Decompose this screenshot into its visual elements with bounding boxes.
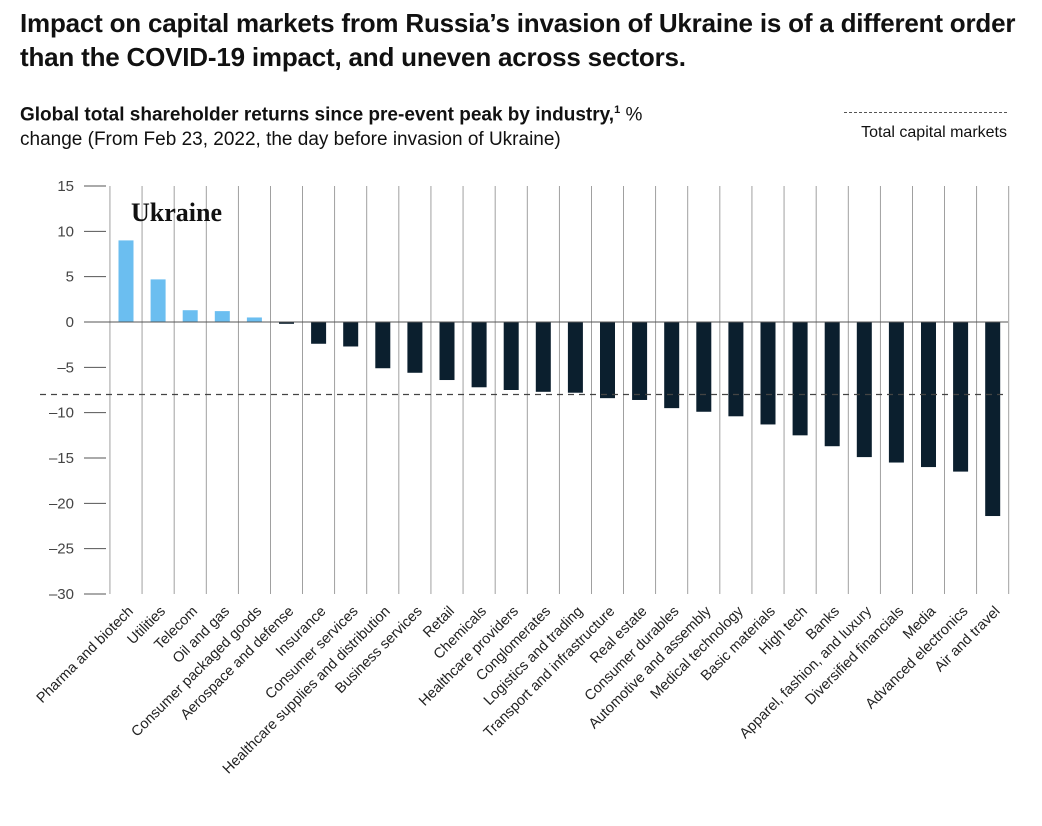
y-tick-label: 10 xyxy=(57,223,74,240)
bar xyxy=(182,310,198,322)
y-tick-label: –25 xyxy=(49,541,74,558)
bar xyxy=(535,322,551,392)
bar xyxy=(214,311,230,322)
y-tick-label: 15 xyxy=(57,178,74,195)
headline: Impact on capital markets from Russia’s … xyxy=(20,8,1016,72)
y-tick-label: –5 xyxy=(57,359,74,376)
bar xyxy=(600,322,615,399)
legend: Total capital markets xyxy=(837,112,1007,142)
legend-dashed-line-swatch xyxy=(844,112,1007,113)
bar xyxy=(407,322,423,373)
subtitle-rest: change (From Feb 23, 2022, the day befor… xyxy=(20,129,561,151)
chart-subtitle: Global total shareholder returns since p… xyxy=(20,98,800,152)
category-label: Pharma and biotech xyxy=(34,604,137,707)
y-tick-label: 5 xyxy=(66,269,74,286)
bar xyxy=(471,322,487,388)
bar xyxy=(118,240,134,322)
bar xyxy=(664,322,680,409)
y-tick-label: –15 xyxy=(49,450,74,467)
y-tick-label: 0 xyxy=(66,314,74,331)
bar xyxy=(246,317,262,322)
bar xyxy=(921,322,936,468)
bar xyxy=(696,322,712,412)
bar xyxy=(567,322,583,393)
bar xyxy=(824,322,840,447)
bar xyxy=(760,322,776,425)
bar xyxy=(439,322,455,381)
bar xyxy=(888,322,904,463)
bar xyxy=(792,322,808,436)
y-tick-label: –10 xyxy=(49,405,74,422)
subtitle-bold-text: Global total shareholder returns since p… xyxy=(20,104,615,126)
bar xyxy=(150,279,166,322)
legend-label: Total capital markets xyxy=(861,124,1007,141)
bar xyxy=(856,322,872,458)
bar xyxy=(985,322,1001,517)
bar xyxy=(728,322,744,417)
bar xyxy=(632,322,648,400)
subtitle-unit: % xyxy=(620,104,643,126)
y-tick-label: –20 xyxy=(49,495,74,512)
bar xyxy=(953,322,969,472)
panel-label: Ukraine xyxy=(131,198,222,227)
footnote-marker: 1 xyxy=(614,104,621,116)
bar xyxy=(279,322,294,324)
bar xyxy=(343,322,359,347)
bar xyxy=(311,322,327,344)
y-tick-label: –30 xyxy=(49,586,74,603)
bar xyxy=(375,322,391,369)
bar xyxy=(503,322,519,390)
